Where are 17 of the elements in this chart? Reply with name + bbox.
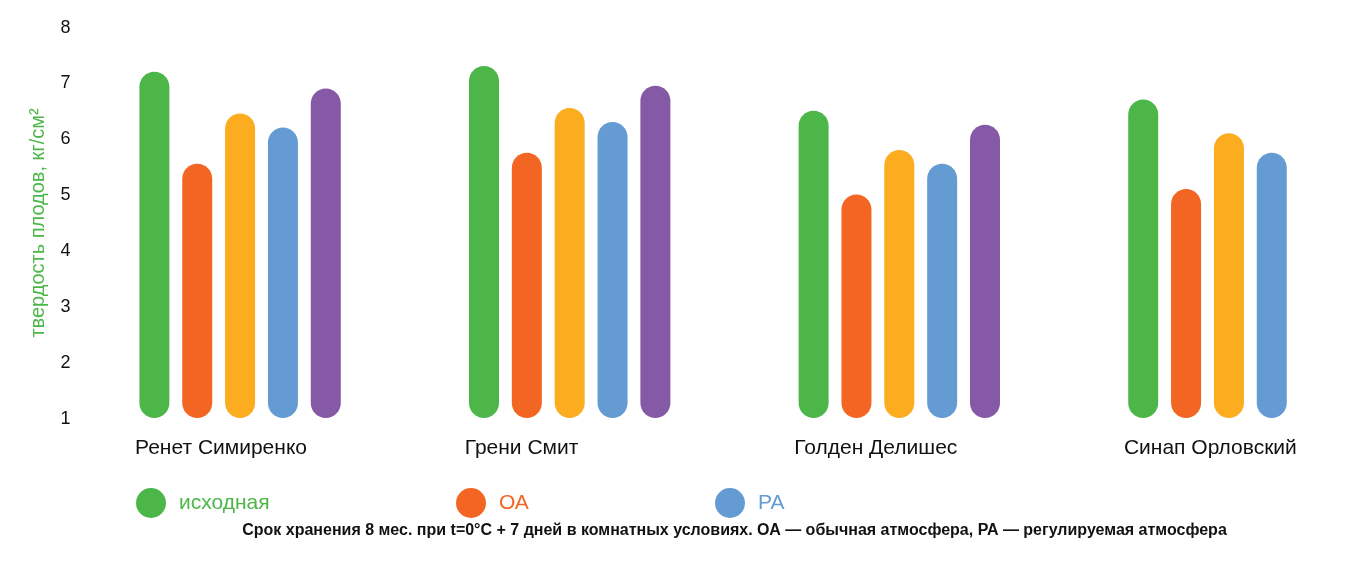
y-tick-label: 5 — [60, 184, 71, 205]
y-tick-label: 2 — [60, 351, 71, 372]
y-tick-label: 6 — [60, 128, 71, 149]
y-tick-label: 4 — [60, 239, 71, 260]
x-tick-label: Голден Делишес — [794, 434, 958, 458]
legend-label: РА — [758, 490, 785, 513]
y-tick-label: 3 — [60, 295, 71, 316]
text: Срок хранения 8 мес. при t=0°C + 7 дней в комнатных условиях. ОА — обычная атмосфера, РА — регулируемая атмосфера — [242, 521, 1227, 538]
x-tick-label: Грени Смит — [464, 434, 579, 458]
legend-label: исходная — [179, 490, 270, 513]
y-tick-label: 1 — [60, 407, 71, 428]
x-tick-label: Синап Орловский — [1123, 434, 1297, 458]
x-tick-label: Ренет Симиренко — [135, 434, 308, 458]
y-tick-label: 7 — [60, 72, 71, 93]
y-axis-title: твердость плодов, кг/см² — [26, 108, 49, 338]
y-tick-label: 8 — [60, 16, 71, 37]
legend-label: ОА — [499, 490, 529, 513]
